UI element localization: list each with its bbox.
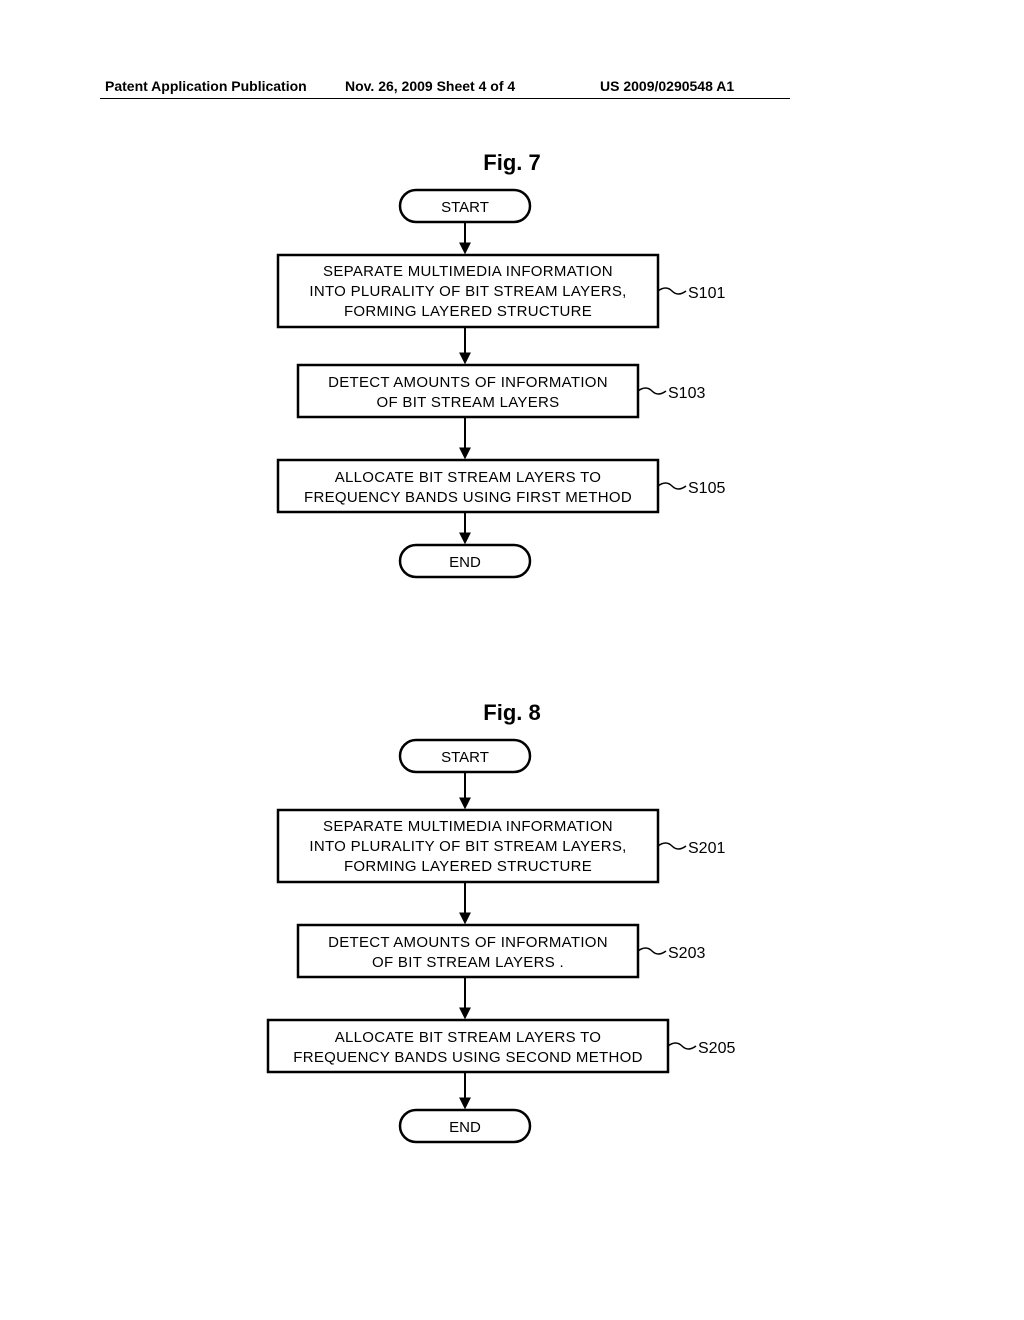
fig8-title: Fig. 8 [0, 700, 1024, 726]
fig8-step2-line1: DETECT AMOUNTS OF INFORMATION [328, 934, 608, 951]
fig7-step2-line1: DETECT AMOUNTS OF INFORMATION [328, 374, 608, 391]
fig8-step2-label: S203 [668, 945, 705, 962]
fig8-flowchart: START SEPARATE MULTIMEDIA INFORMATION IN… [0, 730, 1024, 1190]
header-rule [100, 98, 790, 99]
header-center: Nov. 26, 2009 Sheet 4 of 4 [345, 78, 515, 94]
fig8-step3-tilde [668, 1043, 696, 1049]
fig7-step1-line1: SEPARATE MULTIMEDIA INFORMATION [323, 263, 613, 280]
fig7-step1-line2: INTO PLURALITY OF BIT STREAM LAYERS, [309, 283, 626, 300]
fig7-step2-tilde [638, 388, 666, 394]
fig7-step3-label: S105 [688, 480, 725, 497]
fig8-step1-tilde [658, 843, 686, 849]
fig8-step1-line3: FORMING LAYERED STRUCTURE [344, 858, 592, 875]
fig8-step1-label: S201 [688, 840, 725, 857]
fig7-start-text: START [441, 199, 489, 216]
fig8-step1-line1: SEPARATE MULTIMEDIA INFORMATION [323, 818, 613, 835]
fig7-flowchart: START SEPARATE MULTIMEDIA INFORMATION IN… [0, 180, 1024, 630]
fig7-step2-line2: OF BIT STREAM LAYERS [377, 394, 560, 411]
fig7-step3-line1: ALLOCATE BIT STREAM LAYERS TO [335, 469, 602, 486]
fig8-step3-line1: ALLOCATE BIT STREAM LAYERS TO [335, 1029, 602, 1046]
fig8-step1-line2: INTO PLURALITY OF BIT STREAM LAYERS, [309, 838, 626, 855]
fig7-title: Fig. 7 [0, 150, 1024, 176]
fig7-step1-tilde [658, 288, 686, 294]
fig8-step3-line2: FREQUENCY BANDS USING SECOND METHOD [293, 1049, 642, 1066]
fig8-step3-label: S205 [698, 1040, 735, 1057]
fig7-step2-label: S103 [668, 385, 705, 402]
fig7-step3-tilde [658, 483, 686, 489]
fig8-end-text: END [449, 1119, 481, 1136]
fig8-start-text: START [441, 749, 489, 766]
fig8-step2-tilde [638, 948, 666, 954]
fig7-step1-label: S101 [688, 285, 725, 302]
header-right: US 2009/0290548 A1 [600, 78, 734, 94]
page: Patent Application Publication Nov. 26, … [0, 0, 1024, 1320]
fig7-end-text: END [449, 554, 481, 571]
fig8-step2-line2: OF BIT STREAM LAYERS . [372, 954, 564, 971]
fig7-step1-line3: FORMING LAYERED STRUCTURE [344, 303, 592, 320]
fig7-step3-line2: FREQUENCY BANDS USING FIRST METHOD [304, 489, 632, 506]
header-left: Patent Application Publication [105, 78, 307, 94]
